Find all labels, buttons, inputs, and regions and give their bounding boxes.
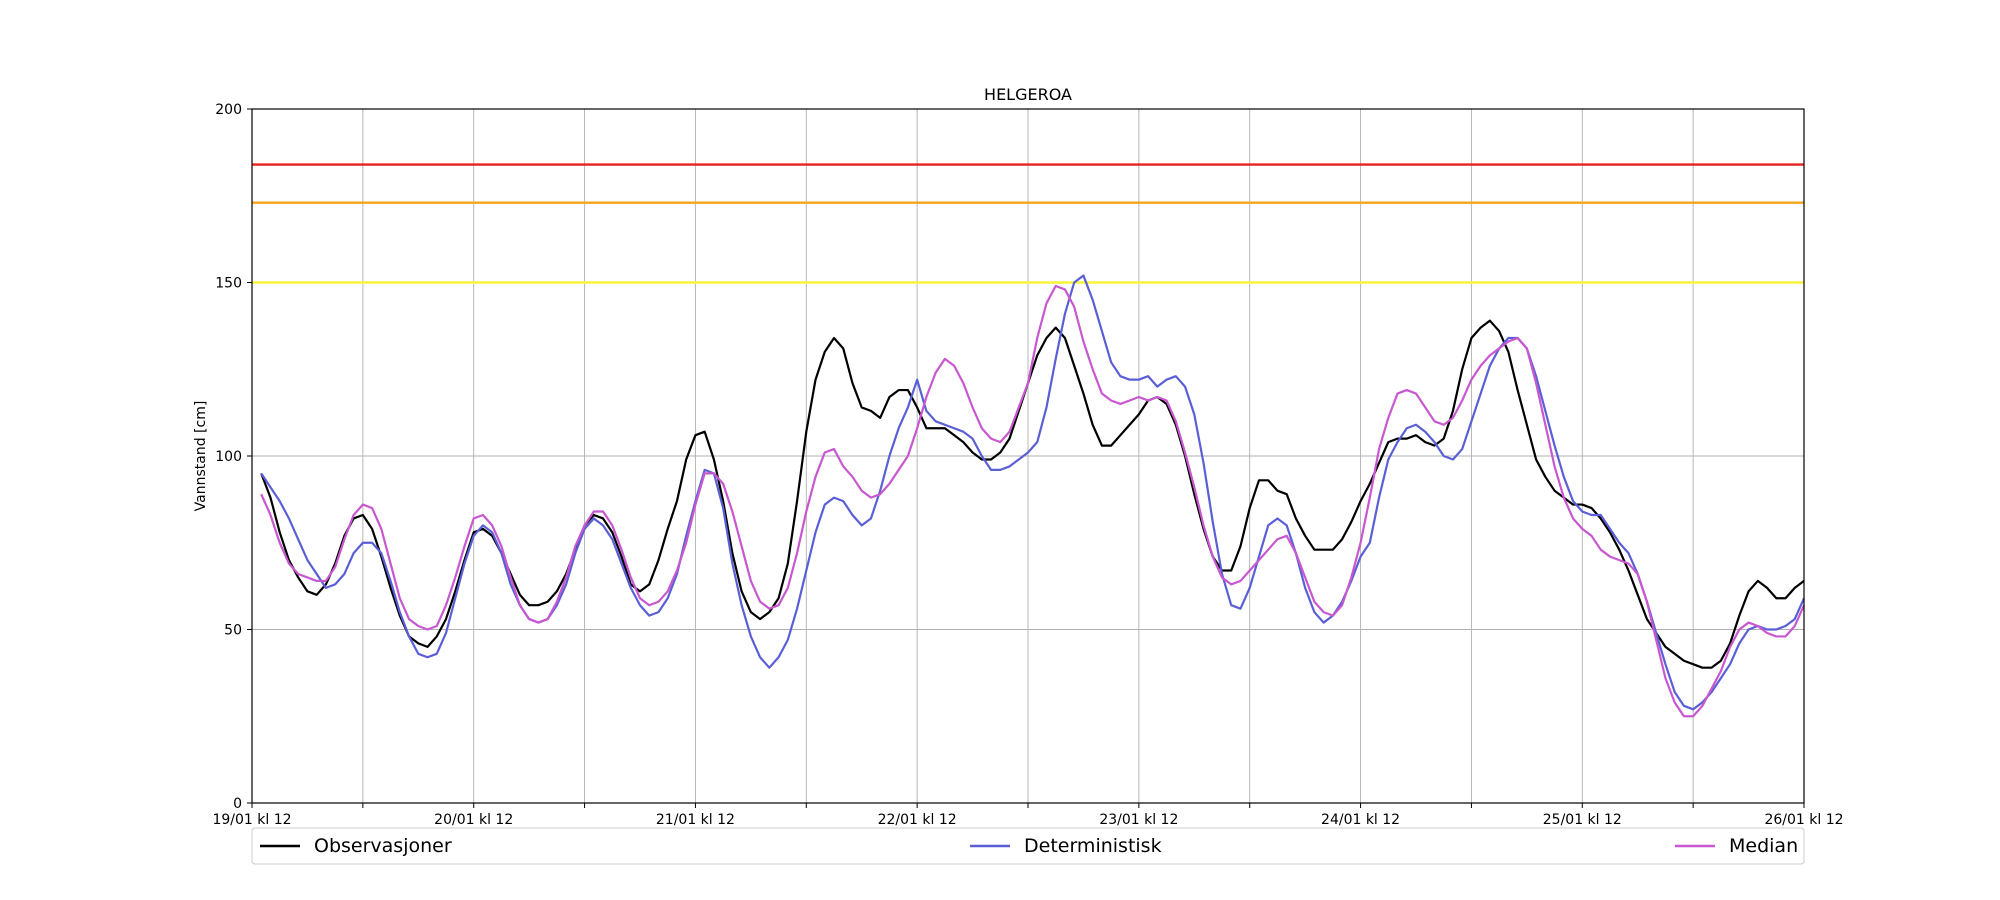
x-tick-label: 20/01 kl 12 — [434, 812, 513, 828]
y-axis-ticks: 0 50 100 150 200 — [215, 102, 252, 812]
legend-items: Observasjoner Deterministisk Median — [260, 835, 1798, 857]
x-tick-label: 19/01 kl 12 — [212, 812, 291, 828]
y-tick-label: 200 — [215, 102, 242, 118]
x-tick-label: 23/01 kl 12 — [1099, 812, 1178, 828]
y-tick-label: 0 — [233, 796, 242, 812]
chart-title: HELGEROA — [984, 85, 1072, 104]
series-lines — [260, 274, 1806, 718]
legend: Observasjoner Deterministisk Median — [251, 827, 1805, 865]
legend-label: Median — [1729, 835, 1798, 857]
legend-item: Deterministisk — [970, 835, 1162, 857]
series-line-median — [260, 284, 1806, 718]
x-axis-ticks: 19/01 kl 12 20/01 kl 12 21/01 kl 12 22/01 k… — [212, 803, 1844, 828]
x-tick-label: 24/01 kl 12 — [1321, 812, 1400, 828]
legend-box — [251, 827, 1805, 865]
series-line-observasjoner — [260, 319, 1805, 669]
x-tick-label: 21/01 kl 12 — [656, 812, 735, 828]
legend-item: Median — [1675, 835, 1798, 857]
legend-item: Observasjoner — [260, 835, 452, 857]
legend-label: Deterministisk — [1024, 835, 1162, 857]
x-tick-label: 22/01 kl 12 — [878, 812, 957, 828]
y-tick-label: 50 — [224, 623, 242, 639]
legend-label: Observasjoner — [314, 835, 452, 857]
x-tick-label: 26/01 kl 12 — [1764, 812, 1843, 828]
x-tick-label: 25/01 kl 12 — [1543, 812, 1622, 828]
y-tick-label: 150 — [215, 276, 242, 292]
y-axis-label: Vannstand [cm] — [193, 401, 209, 512]
y-tick-label: 100 — [215, 449, 242, 465]
threshold-lines — [252, 163, 1804, 284]
